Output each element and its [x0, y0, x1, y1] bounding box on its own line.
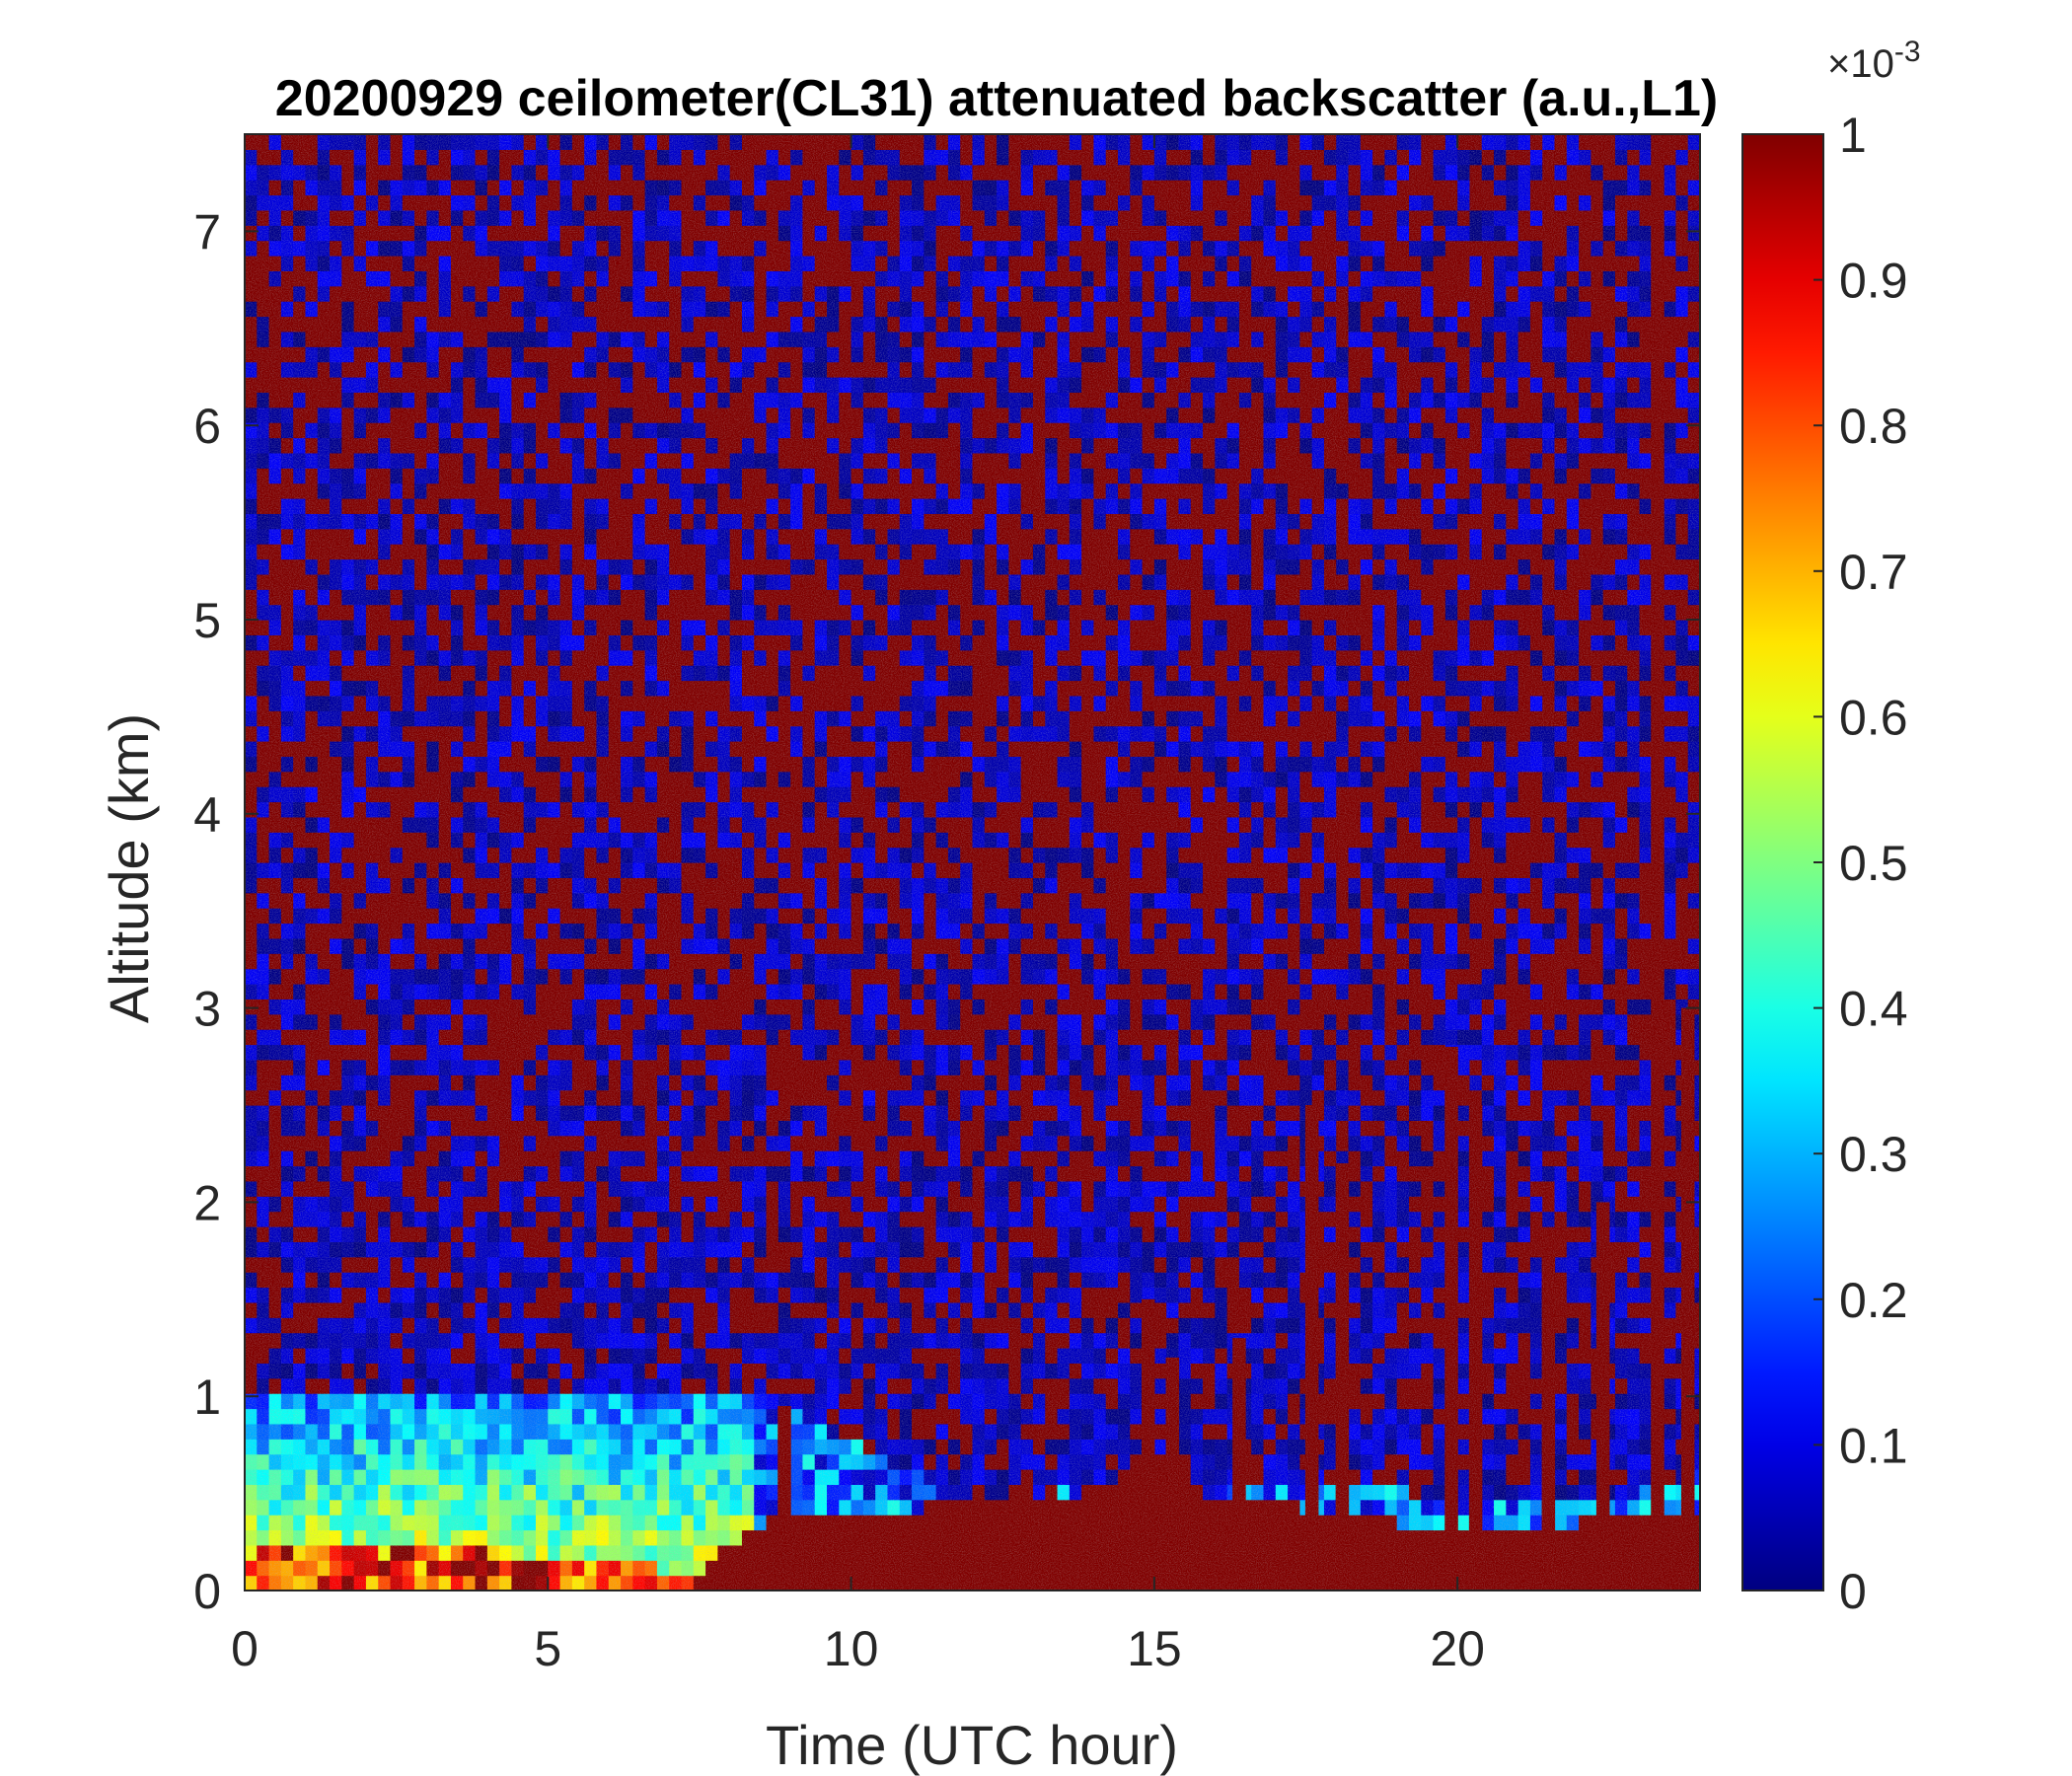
heatmap-area [244, 133, 1701, 1591]
chart-title: 20200929 ceilometer(CL31) attenuated bac… [275, 70, 1718, 127]
